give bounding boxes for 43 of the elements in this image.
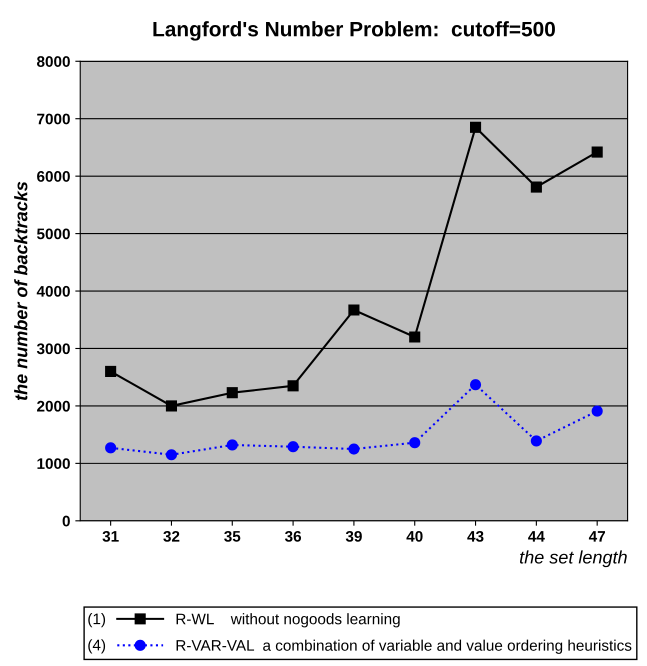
point <box>105 366 116 378</box>
x-tick-label: 39 <box>346 530 362 542</box>
point <box>409 437 420 448</box>
point <box>288 380 299 392</box>
y-tick-label: 0 <box>62 516 70 526</box>
point <box>530 182 542 193</box>
y-tick-label: 1000 <box>37 458 70 470</box>
text: (4) <box>88 639 106 654</box>
y-tick-label: 7000 <box>37 114 70 124</box>
y-tick-label: 2000 <box>37 400 70 412</box>
point <box>530 435 542 447</box>
y-tick-label: 6000 <box>37 171 70 182</box>
point <box>592 146 603 158</box>
y-tick-label: 4000 <box>36 286 70 297</box>
chart-title: Langford's Number Problem: cutoff=500 <box>153 21 555 41</box>
x-tick-label: 31 <box>102 530 119 542</box>
point <box>105 442 116 454</box>
point <box>226 387 238 398</box>
point <box>348 443 360 455</box>
x-axis-title: the set length <box>520 550 627 568</box>
point <box>409 331 420 343</box>
point <box>470 122 482 133</box>
point <box>592 406 603 417</box>
point <box>348 304 360 316</box>
point <box>166 400 178 412</box>
y-tick-label: 5000 <box>36 228 70 240</box>
legend-label: R-WL without nogoods learning <box>176 613 400 628</box>
y-axis-title: the number of backtracks <box>14 182 28 400</box>
legend-label: R-VAR-VAL a combination of variable and value ordering heuristics <box>176 640 632 654</box>
x-tick-label: 35 <box>224 530 240 542</box>
x-tick-label: 36 <box>284 530 302 542</box>
point <box>470 379 482 390</box>
x-tick-label: 47 <box>588 531 606 542</box>
x-tick-label: 44 <box>528 531 545 542</box>
y-tick-label: 8000 <box>37 56 70 67</box>
text: (1) <box>88 613 106 628</box>
y-tick-label: 3000 <box>36 343 70 354</box>
point <box>288 441 299 452</box>
point <box>166 449 178 460</box>
x-tick-label: 43 <box>467 530 484 542</box>
point <box>226 439 238 451</box>
x-tick-label: 40 <box>406 530 423 542</box>
x-tick-label: 32 <box>163 530 180 542</box>
